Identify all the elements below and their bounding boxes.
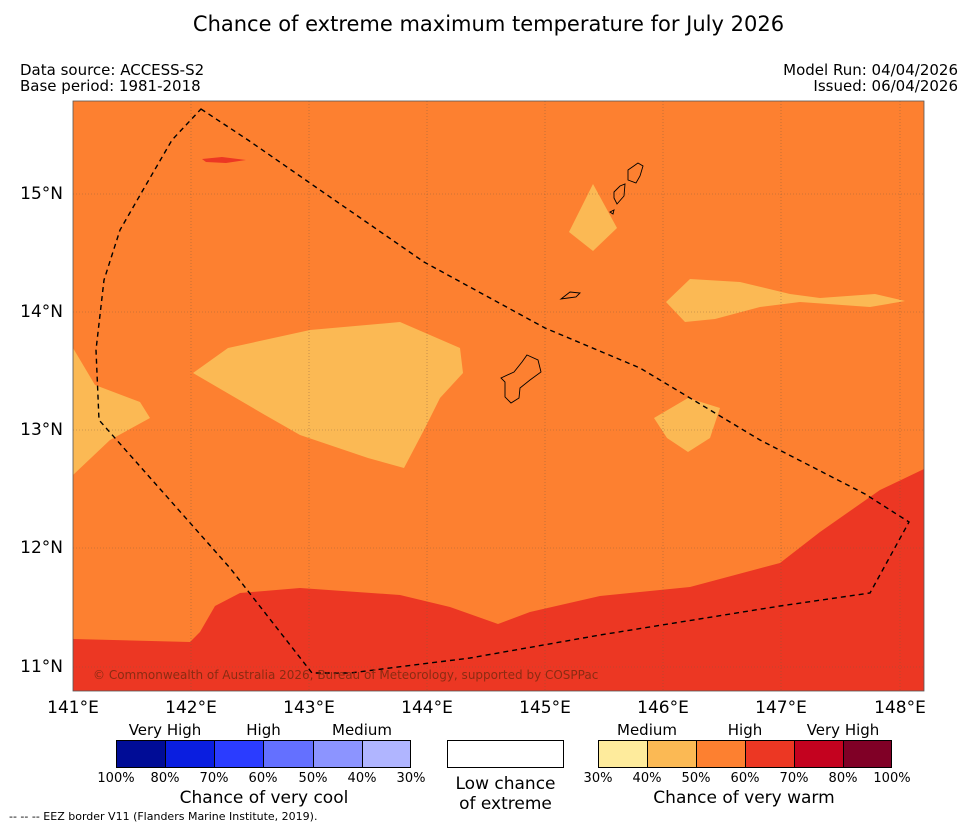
lon-label-148e: 148°E: [874, 698, 926, 718]
warm-group-high: High: [727, 721, 763, 739]
lat-label-13n: 13°N: [20, 420, 63, 440]
cool-tick-40: 40%: [347, 771, 377, 786]
cool-swatch-40-30: [362, 740, 411, 768]
very-high-patch-north: [202, 157, 246, 163]
low-chance-swatch: [447, 740, 564, 768]
cool-swatch-50-40: [313, 740, 363, 768]
cool-swatch-80-70: [165, 740, 215, 768]
warm-tick-80: 80%: [828, 771, 858, 786]
warm-group-very-high: Very High: [806, 721, 880, 739]
cool-group-medium: Medium: [332, 721, 392, 739]
cool-swatch-100-80: [116, 740, 166, 768]
warm-group-medium: Medium: [617, 721, 677, 739]
lon-label-146e: 146°E: [637, 698, 689, 718]
forecast-map: © Commonwealth of Australia 2026, Bureau…: [72, 100, 925, 692]
warm-tick-30: 30%: [583, 771, 613, 786]
warm-legend-title: Chance of very warm: [653, 788, 835, 808]
low-chance-label-line2: of extreme: [459, 794, 552, 814]
lon-label-144e: 144°E: [401, 698, 453, 718]
medium-region-central: [193, 322, 463, 468]
medium-region-northeast: [569, 184, 617, 251]
cool-tick-100: 100%: [97, 771, 135, 786]
base-period: Base period: 1981-2018: [20, 77, 201, 95]
warm-tick-50: 50%: [681, 771, 711, 786]
cool-tick-80: 80%: [150, 771, 180, 786]
warm-tick-100: 100%: [873, 771, 911, 786]
rota-island: [559, 291, 581, 300]
tinian-island: [613, 183, 626, 205]
data-source: Data source: ACCESS-S2: [20, 61, 205, 79]
lat-label-11n: 11°N: [20, 657, 63, 677]
lon-label-145e: 145°E: [519, 698, 571, 718]
issued-date: Issued: 06/04/2026: [813, 77, 958, 95]
lon-label-142e: 142°E: [165, 698, 217, 718]
cool-legend-title: Chance of very cool: [179, 788, 349, 808]
cool-swatch-60-50: [263, 740, 314, 768]
medium-region-east: [666, 279, 905, 322]
saipan-island: [627, 162, 644, 184]
warm-swatch-50-60: [696, 740, 746, 768]
lat-label-14n: 14°N: [20, 302, 63, 322]
cool-swatch-70-60: [214, 740, 264, 768]
lon-label-141e: 141°E: [47, 698, 99, 718]
cool-tick-50: 50%: [298, 771, 328, 786]
map-frame: [72, 100, 925, 692]
cool-tick-60: 60%: [248, 771, 278, 786]
eez-footnote: -- -- -- EEZ border V11 (Flanders Marine…: [9, 810, 318, 823]
warm-swatch-60-70: [745, 740, 795, 768]
very-high-region-south: [73, 469, 924, 691]
warm-tick-60: 60%: [730, 771, 760, 786]
map-copyright: © Commonwealth of Australia 2026, Bureau…: [93, 668, 598, 682]
warm-tick-40: 40%: [632, 771, 662, 786]
warm-swatch-80-100: [843, 740, 892, 768]
medium-region-southeast: [654, 398, 720, 452]
gridlines: [73, 101, 924, 691]
lon-label-143e: 143°E: [283, 698, 335, 718]
model-run: Model Run: 04/04/2026: [783, 61, 958, 79]
lon-label-147e: 147°E: [755, 698, 807, 718]
map-title: Chance of extreme maximum temperature fo…: [192, 12, 785, 36]
island-outlines: [500, 162, 644, 404]
medium-region-west: [73, 348, 150, 475]
lat-label-12n: 12°N: [20, 538, 63, 558]
lat-label-15n: 15°N: [20, 184, 63, 204]
cool-tick-70: 70%: [199, 771, 229, 786]
guam-island: [500, 354, 542, 404]
cool-group-very-high: Very High: [128, 721, 202, 739]
warm-swatch-30-40: [598, 740, 648, 768]
aguijan-island: [609, 209, 615, 215]
warm-swatch-70-80: [794, 740, 844, 768]
warm-tick-70: 70%: [779, 771, 809, 786]
warm-swatch-40-50: [647, 740, 697, 768]
low-chance-label-line1: Low chance: [455, 774, 556, 794]
cool-group-high: High: [246, 721, 281, 739]
cool-tick-30: 30%: [396, 771, 426, 786]
eez-border: [95, 108, 910, 674]
